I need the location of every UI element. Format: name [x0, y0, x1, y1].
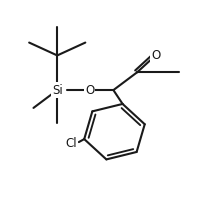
- Text: Si: Si: [52, 84, 63, 97]
- Text: O: O: [151, 49, 160, 62]
- Text: O: O: [85, 84, 94, 97]
- Text: Cl: Cl: [65, 137, 77, 149]
